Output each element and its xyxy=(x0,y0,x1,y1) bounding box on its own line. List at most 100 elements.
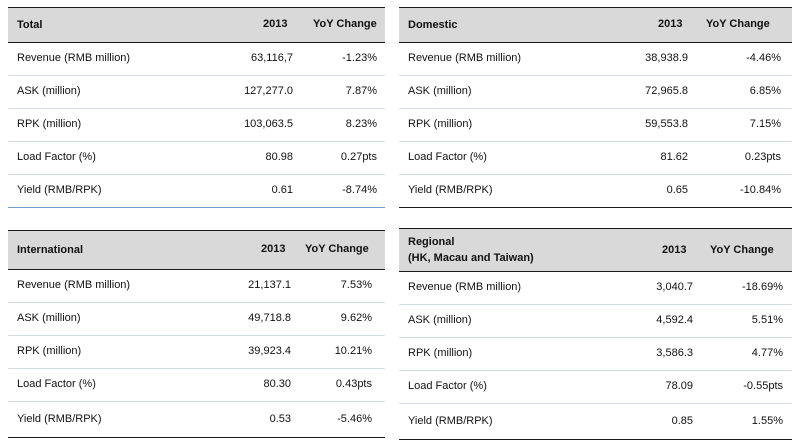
row-value: 59,553.8 xyxy=(645,118,688,130)
domestic-title: Domestic xyxy=(408,19,458,31)
table-row: Yield (RMB/RPK) 0.65 -10.84% xyxy=(399,174,792,208)
table-row: RPK (million) 39,923.4 10.21% xyxy=(8,335,385,369)
row-label: ASK (million) xyxy=(17,312,81,324)
row-value: 127,277.0 xyxy=(244,85,293,97)
table-row: Yield (RMB/RPK) 0.85 1.55% xyxy=(399,403,792,440)
table-row: Load Factor (%) 80.98 0.27pts xyxy=(8,141,385,175)
row-label: Revenue (RMB million) xyxy=(17,52,131,64)
row-yoy: 6.85% xyxy=(749,85,781,97)
total-table: Total 2013 YoY Change Revenue (RMB milli… xyxy=(8,7,385,208)
row-value: 21,137.1 xyxy=(248,279,291,291)
row-label: ASK (million) xyxy=(408,314,472,326)
row-yoy: 1.55% xyxy=(751,415,783,427)
year-header: 2013 xyxy=(261,243,286,255)
row-yoy: -0.55pts xyxy=(743,380,783,392)
row-value: 0.65 xyxy=(666,184,688,196)
row-value: 72,965.8 xyxy=(645,85,688,97)
row-yoy: 0.43pts xyxy=(335,378,372,390)
table-row: Load Factor (%) 81.62 0.23pts xyxy=(399,141,792,175)
row-yoy: -8.74% xyxy=(342,184,377,196)
year-header: 2013 xyxy=(658,18,683,30)
table-row: Yield (RMB/RPK) 0.61 -8.74% xyxy=(8,174,385,208)
row-label: Load Factor (%) xyxy=(17,151,96,163)
row-yoy: -4.46% xyxy=(746,52,781,64)
table-row: Revenue (RMB million) 3,040.7 -18.69% xyxy=(399,271,792,305)
yoy-header: YoY Change xyxy=(313,18,377,30)
row-label: ASK (million) xyxy=(17,85,81,97)
domestic-table: Domestic 2013 YoY Change Revenue (RMB mi… xyxy=(399,7,792,208)
row-label: Revenue (RMB million) xyxy=(17,279,131,291)
regional-title: Regional xyxy=(408,236,455,248)
row-value: 63,116,7 xyxy=(250,52,293,64)
yoy-header: YoY Change xyxy=(706,18,770,30)
row-label: RPK (million) xyxy=(408,347,473,359)
row-value: 49,718.8 xyxy=(248,312,291,324)
table-row: Revenue (RMB million) 38,938.9 -4.46% xyxy=(399,42,792,76)
row-label: Load Factor (%) xyxy=(408,151,487,163)
row-label: Yield (RMB/RPK) xyxy=(408,415,493,427)
row-yoy: 5.51% xyxy=(751,314,783,326)
row-yoy: 0.27pts xyxy=(340,151,377,163)
table-row: RPK (million) 3,586.3 4.77% xyxy=(399,337,792,371)
row-yoy: -1.23% xyxy=(342,52,377,64)
row-value: 39,923.4 xyxy=(248,345,291,357)
total-title: Total xyxy=(17,19,43,31)
row-value: 78.09 xyxy=(665,380,693,392)
table-row: RPK (million) 103,063.5 8.23% xyxy=(8,108,385,142)
international-title: International xyxy=(17,244,84,256)
row-yoy: 8.23% xyxy=(345,118,377,130)
row-value: 0.61 xyxy=(271,184,293,196)
year-header: 2013 xyxy=(263,18,288,30)
table-row: Yield (RMB/RPK) 0.53 -5.46% xyxy=(8,401,385,438)
table-row: ASK (million) 72,965.8 6.85% xyxy=(399,75,792,109)
table-row: ASK (million) 49,718.8 9.62% xyxy=(8,302,385,336)
row-yoy: 4.77% xyxy=(751,347,783,359)
row-label: Revenue (RMB million) xyxy=(408,52,522,64)
regional-header: Regional (HK, Macau and Taiwan) 2013 YoY… xyxy=(399,228,792,272)
table-row: Revenue (RMB million) 21,137.1 7.53% xyxy=(8,269,385,303)
row-value: 3,040.7 xyxy=(656,281,693,293)
row-value: 4,592.4 xyxy=(656,314,693,326)
row-value: 80.98 xyxy=(265,151,293,163)
row-yoy: -18.69% xyxy=(742,281,783,293)
table-row: ASK (million) 127,277.0 7.87% xyxy=(8,75,385,109)
row-value: 0.85 xyxy=(671,415,693,427)
table-row: Load Factor (%) 78.09 -0.55pts xyxy=(399,370,792,404)
table-row: RPK (million) 59,553.8 7.15% xyxy=(399,108,792,142)
row-label: ASK (million) xyxy=(408,85,472,97)
row-label: RPK (million) xyxy=(17,118,82,130)
yoy-header: YoY Change xyxy=(710,244,774,256)
international-table: International 2013 YoY Change Revenue (R… xyxy=(8,230,385,442)
row-yoy: 10.21% xyxy=(334,345,372,357)
table-row: Revenue (RMB million) 63,116,7 -1.23% xyxy=(8,42,385,76)
international-header: International 2013 YoY Change xyxy=(8,230,385,270)
row-label: RPK (million) xyxy=(17,345,82,357)
row-value: 81.62 xyxy=(660,151,688,163)
row-label: Yield (RMB/RPK) xyxy=(17,413,102,425)
regional-table: Regional (HK, Macau and Taiwan) 2013 YoY… xyxy=(399,228,792,442)
table-row: Load Factor (%) 80.30 0.43pts xyxy=(8,368,385,402)
row-label: RPK (million) xyxy=(408,118,473,130)
yoy-header: YoY Change xyxy=(305,243,369,255)
row-value: 38,938.9 xyxy=(645,52,688,64)
year-header: 2013 xyxy=(662,244,687,256)
row-yoy: -5.46% xyxy=(337,413,372,425)
row-value: 0.53 xyxy=(269,413,291,425)
row-yoy: 7.15% xyxy=(749,118,781,130)
row-yoy: 7.53% xyxy=(340,279,372,291)
row-value: 103,063.5 xyxy=(244,118,293,130)
row-yoy: 9.62% xyxy=(340,312,372,324)
row-value: 80.30 xyxy=(263,378,291,390)
domestic-header: Domestic 2013 YoY Change xyxy=(399,7,792,43)
row-value: 3,586.3 xyxy=(656,347,693,359)
row-label: Revenue (RMB million) xyxy=(408,281,522,293)
row-yoy: -10.84% xyxy=(740,184,781,196)
table-row: ASK (million) 4,592.4 5.51% xyxy=(399,304,792,338)
row-label: Load Factor (%) xyxy=(408,380,487,392)
row-yoy: 7.87% xyxy=(345,85,377,97)
row-label: Load Factor (%) xyxy=(17,378,96,390)
regional-subtitle: (HK, Macau and Taiwan) xyxy=(408,252,534,264)
row-yoy: 0.23pts xyxy=(744,151,781,163)
row-label: Yield (RMB/RPK) xyxy=(17,184,102,196)
total-header: Total 2013 YoY Change xyxy=(8,7,385,43)
